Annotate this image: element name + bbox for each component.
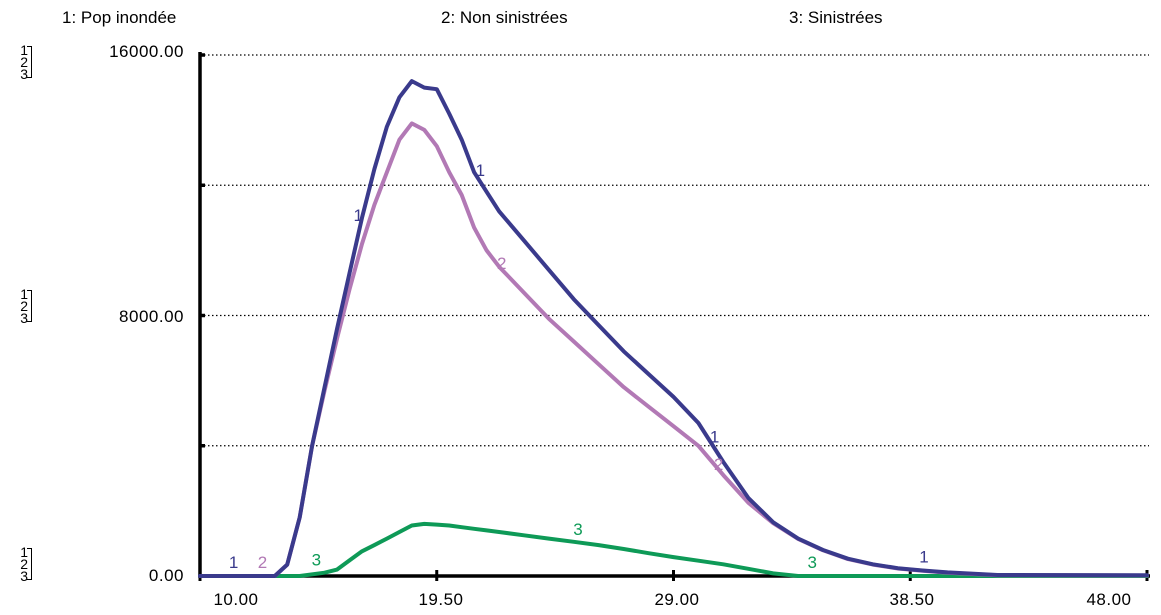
series-line-2 [198, 121, 1149, 578]
scale-key-2: 2 [20, 556, 28, 572]
series-marker-3: 3 [808, 553, 817, 572]
grid-lines [200, 54, 1149, 447]
legend-item-sinistrees: 3: Sinistrées [789, 8, 883, 27]
series-lines [198, 79, 1149, 578]
series-marker-1: 1 [353, 206, 362, 225]
scale-key-top: 1 2 3 [4, 42, 34, 82]
series-marker-1: 1 [710, 427, 719, 446]
scale-key-3: 3 [20, 66, 28, 82]
scale-key-1: 1 [20, 286, 28, 302]
scale-key-brace [27, 290, 32, 322]
scale-key-3: 3 [20, 310, 28, 326]
series-marker-2: 2 [497, 254, 506, 273]
series-marker-1: 1 [919, 548, 928, 567]
legend-item-non-sinistrees: 2: Non sinistrées [441, 8, 568, 27]
x-tick-label: 48.00 [1086, 590, 1132, 609]
scale-key-3: 3 [20, 568, 28, 584]
scale-key-bottom: 1 2 3 [4, 544, 34, 584]
series-line-3 [198, 521, 1149, 578]
scale-key-1: 1 [20, 42, 28, 58]
scale-key-2: 2 [20, 298, 28, 314]
series-marker-2: 2 [714, 455, 723, 474]
x-tick-label: 19.50 [418, 590, 464, 609]
y-tick-label-max: 16000.00 [109, 42, 184, 61]
scale-key-brace [27, 548, 32, 580]
scale-key-middle: 1 2 3 [4, 286, 34, 326]
x-tick-label: 29.00 [654, 590, 700, 609]
series-markers: 1 1 1 1 1 2 2 2 3 3 3 [229, 161, 929, 572]
scale-key-2: 2 [20, 54, 28, 70]
x-tick-label: 38.50 [889, 590, 935, 609]
scale-key-1: 1 [20, 544, 28, 560]
x-tick-label: 10.00 [213, 590, 259, 609]
series-line-1 [198, 79, 1149, 578]
series-marker-1: 1 [476, 161, 485, 180]
y-tick-label-mid: 8000.00 [119, 307, 184, 326]
series-marker-3: 3 [573, 520, 582, 539]
series-marker-3: 3 [312, 550, 321, 569]
y-tick-label-zero: 0.00 [148, 566, 184, 585]
series-marker-1: 1 [229, 553, 238, 572]
legend-item-pop-inondee: 1: Pop inondée [62, 8, 177, 27]
series-marker-2: 2 [258, 553, 267, 572]
scale-key-brace [27, 46, 32, 78]
